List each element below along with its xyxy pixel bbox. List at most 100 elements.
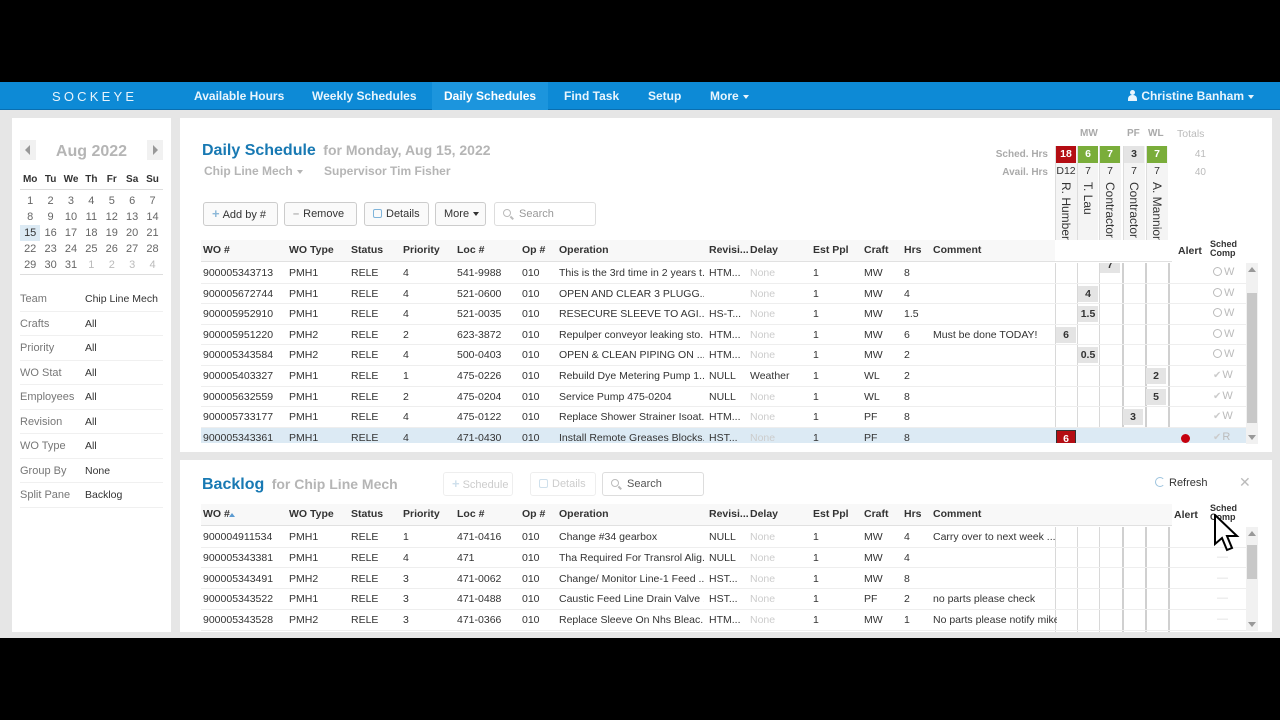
employee-column-header[interactable] xyxy=(1099,146,1121,246)
filter-value[interactable]: Backlog xyxy=(85,489,123,501)
calendar-day[interactable]: 13 xyxy=(126,211,139,223)
column-header[interactable]: Comment xyxy=(933,244,982,256)
calendar-day[interactable]: 24 xyxy=(64,243,78,255)
calendar-day[interactable]: 9 xyxy=(47,211,54,223)
table-row[interactable]: 900005343528 PMH2 RELE 3 471-0366 010 Replace … xyxy=(201,610,1246,631)
scroll-down-icon[interactable] xyxy=(1248,622,1256,627)
table-row[interactable]: 900005343361 PMH1 RELE 4 471-0430 010 Install … xyxy=(201,427,1246,443)
column-header[interactable]: Status xyxy=(351,244,384,256)
column-header[interactable]: Hrs xyxy=(904,508,922,520)
table-row[interactable]: 900005343713 PMH1 RELE 4 541-9988 010 This is … xyxy=(201,263,1246,284)
calendar-day[interactable]: 27 xyxy=(126,243,139,255)
next-month-icon[interactable] xyxy=(147,140,163,160)
add-by-number-button[interactable]: + Add by # xyxy=(203,202,278,226)
details-button[interactable]: Details xyxy=(364,202,429,226)
calendar-day[interactable]: 4 xyxy=(88,195,95,207)
assigned-hours[interactable]: 0.5 xyxy=(1078,347,1098,364)
column-header[interactable]: Comment xyxy=(933,508,982,520)
calendar-day[interactable]: 5 xyxy=(108,195,115,207)
dash-icon[interactable]: — xyxy=(1217,571,1228,584)
column-header[interactable]: Operation xyxy=(559,244,609,256)
dash-icon[interactable]: — xyxy=(1217,550,1228,563)
calendar-day[interactable]: 29 xyxy=(24,259,37,271)
calendar-day[interactable]: 6 xyxy=(129,195,136,207)
sched-comp-cell[interactable]: ✔W xyxy=(1213,390,1233,402)
column-header[interactable]: Operation xyxy=(559,508,609,520)
column-header[interactable]: Status xyxy=(351,508,384,520)
column-header[interactable]: Loc # xyxy=(457,508,485,520)
dash-icon[interactable]: — xyxy=(1217,592,1228,605)
table-row[interactable]: 900004911534 PMH1 RELE 1 471-0416 010 Change #… xyxy=(201,527,1246,548)
assigned-hours[interactable]: 3 xyxy=(1123,409,1143,426)
sched-comp-cell[interactable]: W xyxy=(1213,348,1234,360)
sched-comp-cell[interactable]: ✔W xyxy=(1213,369,1233,381)
calendar-day[interactable]: 30 xyxy=(44,259,57,271)
column-header[interactable]: Priority xyxy=(403,508,440,520)
employee-column-header[interactable] xyxy=(1146,146,1168,246)
column-header[interactable]: Op # xyxy=(522,508,546,520)
column-header[interactable]: Revisi... xyxy=(709,508,749,520)
table-row[interactable]: 900005952910 PMH1 RELE 4 521-0035 010 RESECURE… xyxy=(201,304,1246,325)
remove-button[interactable]: – Remove xyxy=(284,202,357,226)
nav-weekly-schedules[interactable]: Weekly Schedules xyxy=(312,89,417,103)
column-header[interactable]: WO Type xyxy=(289,244,334,256)
column-header[interactable]: Op # xyxy=(522,244,546,256)
nav-available-hours[interactable]: Available Hours xyxy=(194,89,285,103)
more-button[interactable]: More xyxy=(435,202,486,226)
column-header[interactable]: Priority xyxy=(403,244,440,256)
filter-value[interactable]: All xyxy=(85,317,97,330)
calendar-day[interactable]: 8 xyxy=(27,211,34,223)
scroll-up-icon[interactable] xyxy=(1248,531,1256,536)
filter-value[interactable]: All xyxy=(85,440,97,452)
calendar-day[interactable]: 10 xyxy=(64,211,78,223)
sched-comp-cell[interactable]: W xyxy=(1213,266,1234,278)
calendar-day[interactable]: 21 xyxy=(146,227,159,239)
nav-find-task[interactable]: Find Task xyxy=(564,89,620,103)
employee-column-header[interactable] xyxy=(1123,146,1145,246)
filter-value[interactable]: All xyxy=(85,415,97,428)
table-row[interactable]: 900005632559 PMH1 RELE 2 475-0204 010 Service … xyxy=(201,387,1246,408)
user-menu[interactable]: Christine Banham xyxy=(1128,82,1254,110)
filter-value[interactable]: All xyxy=(85,342,97,354)
column-header[interactable]: Revisi... xyxy=(709,244,749,256)
team-selector[interactable]: Chip Line Mech xyxy=(204,164,303,178)
assigned-hours[interactable]: 5 xyxy=(1146,388,1166,405)
alert-dot-icon[interactable] xyxy=(1181,433,1190,443)
assigned-hours[interactable]: 4 xyxy=(1078,285,1098,302)
table-row[interactable]: 900005343522 PMH1 RELE 3 471-0488 010 Caustic … xyxy=(201,589,1246,610)
assigned-hours[interactable]: 6 xyxy=(1056,326,1076,343)
table-row[interactable]: 900005672744 PMH1 RELE 4 521-0600 010 OPEN AND… xyxy=(201,284,1246,305)
employee-column-header[interactable] xyxy=(1077,146,1098,246)
column-header[interactable]: WO # xyxy=(203,508,230,520)
column-header[interactable]: Craft xyxy=(864,508,889,520)
calendar-day[interactable]: 17 xyxy=(64,227,78,239)
column-header[interactable]: WO # xyxy=(203,244,230,256)
column-header[interactable]: Est Ppl xyxy=(813,244,849,256)
calendar-day[interactable]: 14 xyxy=(146,211,159,223)
assigned-hours[interactable]: 2 xyxy=(1146,368,1166,384)
scroll-thumb[interactable] xyxy=(1247,293,1257,423)
schedule-button[interactable]: + Schedule xyxy=(443,472,513,496)
calendar-day[interactable]: 1 xyxy=(27,195,34,207)
backlog-scrollbar[interactable] xyxy=(1246,527,1258,631)
sched-comp-cell[interactable]: W xyxy=(1213,328,1234,340)
table-row[interactable]: 900005343491 PMH2 RELE 3 471-0062 010 Change/ … xyxy=(201,569,1246,590)
calendar-day[interactable]: 2 xyxy=(47,195,54,207)
sched-comp-cell[interactable]: W xyxy=(1213,307,1234,319)
calendar-day[interactable]: 3 xyxy=(129,259,136,271)
scroll-thumb[interactable] xyxy=(1247,545,1257,579)
brand-logo[interactable]: SOCKEYE xyxy=(52,89,138,104)
table-row[interactable]: 900005733177 PMH1 RELE 4 475-0122 010 Replace … xyxy=(201,407,1246,428)
column-header[interactable]: Craft xyxy=(864,244,889,256)
calendar-day[interactable]: 15 xyxy=(20,225,41,241)
calendar-day[interactable]: 26 xyxy=(105,243,118,255)
assigned-hours[interactable]: 1.5 xyxy=(1078,306,1098,323)
assigned-hours[interactable]: 7 xyxy=(1100,263,1120,273)
filter-value[interactable]: Chip Line Mech xyxy=(85,293,158,305)
table-row[interactable]: 900005343584 PMH2 RELE 4 500-0403 010 OPEN & C… xyxy=(201,345,1246,366)
schedule-scrollbar[interactable] xyxy=(1246,263,1258,444)
schedule-search-input[interactable]: Search xyxy=(494,202,596,226)
calendar-day[interactable]: 1 xyxy=(88,259,95,271)
calendar-day[interactable]: 4 xyxy=(149,259,156,271)
column-header[interactable]: Est Ppl xyxy=(813,508,849,520)
